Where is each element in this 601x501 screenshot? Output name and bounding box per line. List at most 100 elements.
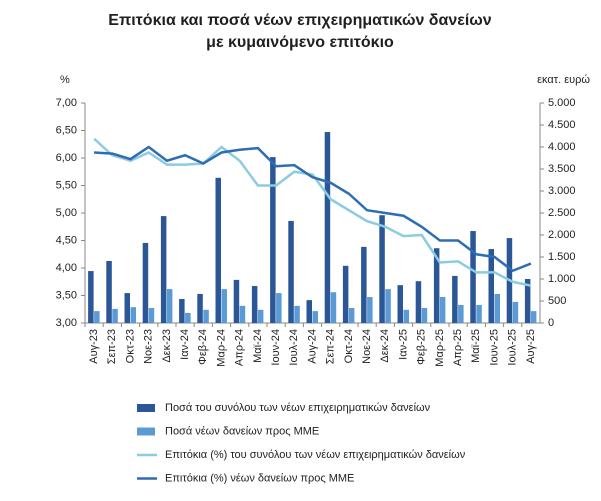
bar: [458, 304, 464, 323]
bar: [251, 286, 258, 323]
x-tick-label: Ιουν-24: [270, 329, 282, 366]
y2-tick-label: 2.500: [548, 207, 576, 219]
y-tick-label: 5,50: [56, 179, 77, 191]
bar: [215, 177, 221, 323]
x-tick-label: Απρ-24: [234, 329, 246, 366]
bar: [476, 304, 482, 323]
y-tick-label: 6,50: [56, 124, 77, 136]
x-tick-label: Οκτ-24: [343, 329, 355, 363]
bar: [94, 311, 100, 323]
x-tick-label: Ιουλ-24: [288, 329, 300, 366]
bar: [160, 216, 167, 323]
y2-tick-label: 500: [548, 295, 566, 307]
bar: [342, 265, 349, 323]
bar: [385, 289, 391, 323]
bar: [433, 248, 440, 323]
bar: [306, 300, 312, 323]
x-tick-label: Δεκ-23: [161, 329, 173, 363]
bar: [233, 279, 240, 323]
x-tick-label: Νοε-24: [361, 329, 373, 364]
bar: [197, 293, 203, 323]
bar: [367, 297, 373, 323]
y-tick-label: 6,00: [56, 152, 77, 164]
bar: [530, 311, 537, 323]
x-tick-label: Ιαν-25: [397, 329, 409, 360]
bar: [403, 309, 409, 323]
y2-tick-label: 1.500: [548, 251, 576, 263]
bar: [142, 242, 149, 323]
line: [93, 137, 532, 287]
y-tick-label: 4,50: [56, 234, 77, 246]
legend-label: Επιτόκια (%) νέων δανείων προς ΜΜΕ: [165, 472, 354, 484]
y2-tick-label: 3.000: [548, 185, 576, 197]
bar: [148, 308, 155, 323]
bar: [330, 292, 337, 323]
x-tick-label: Φεβ-25: [416, 329, 428, 365]
x-tick-label: Αυγ-23: [88, 329, 100, 364]
y2-tick-label: 4.000: [548, 141, 576, 153]
bar: [361, 246, 367, 323]
bar: [470, 231, 476, 323]
bar: [421, 308, 428, 323]
bar: [166, 289, 173, 323]
y2-tick-label: 5.000: [548, 97, 576, 109]
legend-swatch: [137, 427, 155, 436]
y2-tick-label: 4.500: [548, 119, 576, 131]
bar: [270, 157, 276, 323]
bar: [324, 132, 331, 323]
y-tick-label: 3,00: [56, 317, 77, 329]
y-tick-label: 3,50: [56, 289, 77, 301]
x-tick-label: Μαϊ-25: [470, 329, 482, 363]
x-tick-label: Ιαν-24: [179, 329, 191, 360]
bar: [439, 297, 446, 323]
x-tick-label: Μαρ-24: [215, 329, 227, 367]
bar: [288, 220, 294, 323]
bar: [512, 301, 519, 323]
y-tick-label: 5,00: [56, 207, 77, 219]
y-tick-label: 4,00: [56, 262, 77, 274]
x-tick-label: Νοε-23: [143, 329, 155, 364]
bar: [112, 308, 118, 323]
x-tick-label: Μαϊ-24: [252, 329, 264, 363]
bar: [276, 293, 282, 323]
legend-swatch: [137, 404, 155, 412]
y-axis-label: %: [60, 74, 70, 86]
bar: [294, 305, 300, 323]
bar: [130, 307, 136, 323]
x-tick-label: Ιουλ-25: [507, 329, 519, 366]
bar: [179, 299, 185, 323]
bar: [106, 260, 112, 323]
bar: [348, 308, 355, 323]
bar: [312, 311, 318, 323]
y2-tick-label: 0: [548, 317, 554, 329]
legend-label: Ποσά νέων δανείων προς ΜΜΕ: [165, 425, 319, 437]
chart-title: Επιτόκια και ποσά νέων επιχειρηματικών δ…: [108, 12, 492, 51]
bar: [488, 249, 494, 323]
line: [94, 145, 532, 273]
bar: [185, 312, 191, 323]
y2-axis-label: εκατ. ευρώ: [537, 74, 590, 86]
bar: [257, 309, 264, 323]
bar: [397, 285, 403, 323]
bar: [88, 271, 94, 323]
x-tick-label: Απρ-25: [452, 329, 464, 366]
bar: [452, 275, 458, 323]
bar: [379, 215, 385, 323]
y2-tick-label: 3.500: [548, 163, 576, 175]
x-tick-label: Φεβ-24: [197, 329, 209, 365]
bar: [415, 281, 422, 323]
bar: [221, 289, 227, 323]
bar: [203, 309, 209, 323]
x-tick-label: Αυγ-24: [306, 329, 318, 364]
x-tick-label: Μαρ-25: [434, 329, 446, 367]
x-tick-label: Σεπ-24: [325, 329, 337, 364]
x-tick-label: Σεπ-23: [106, 329, 118, 364]
x-tick-label: Δεκ-24: [379, 329, 391, 363]
x-tick-label: Αυγ-25: [525, 329, 537, 364]
y2-tick-label: 1.000: [548, 273, 576, 285]
legend-label: Επιτόκια (%) του συνόλου των νέων επιχει…: [165, 449, 466, 461]
y-tick-label: 7,00: [56, 97, 77, 109]
legend-label: Ποσά του συνόλου των νέων επιχειρηματικώ…: [165, 402, 431, 414]
